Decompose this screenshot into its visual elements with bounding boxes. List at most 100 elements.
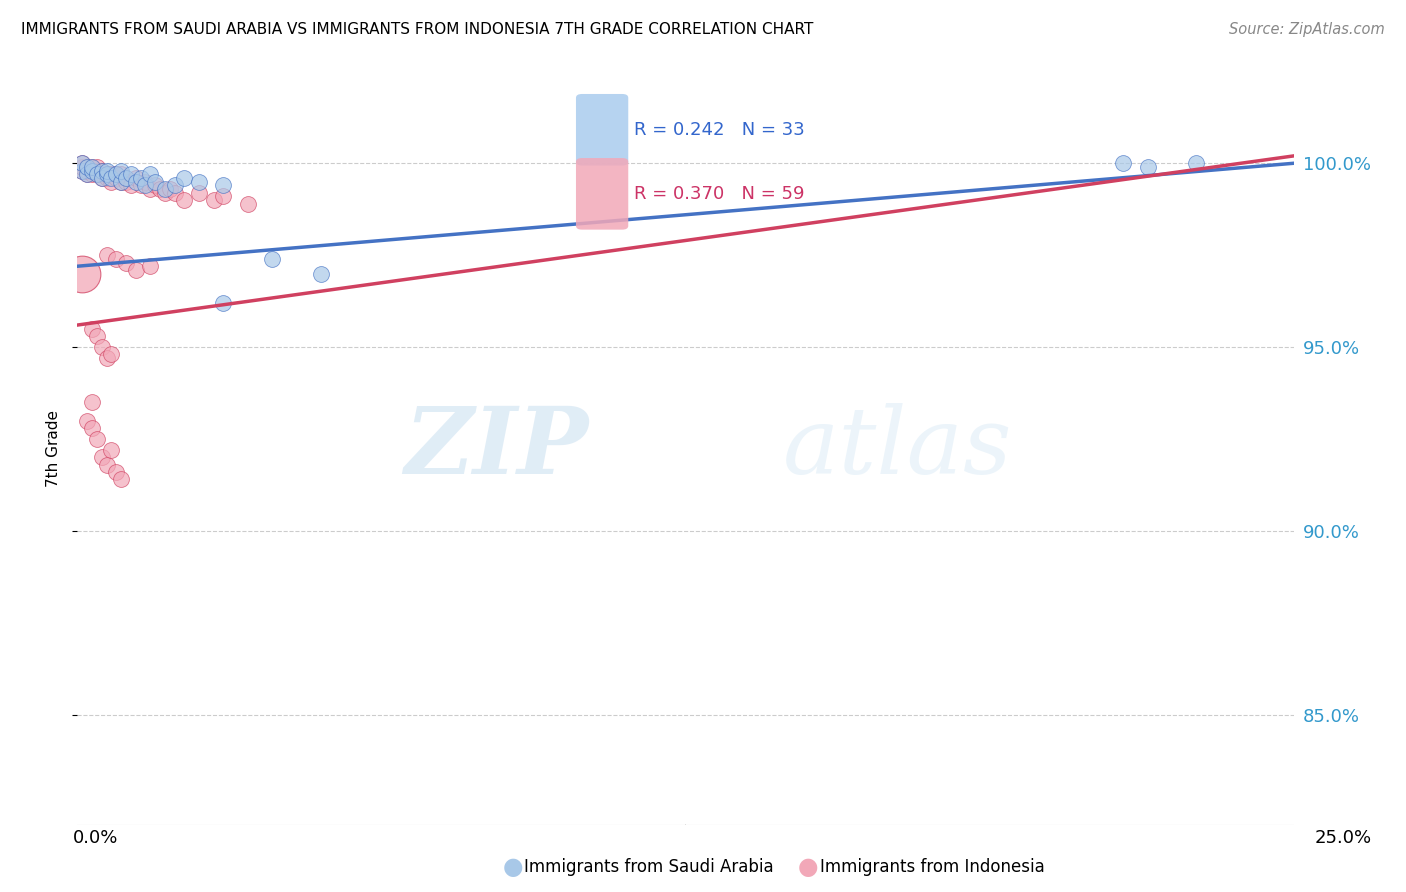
Text: 0.0%: 0.0% [73,830,118,847]
Point [76,160,98,174]
Text: ●: ● [799,855,818,879]
Point [90,450,112,465]
Point [1185,156,1208,170]
Point [86,163,108,178]
Text: Immigrants from Indonesia: Immigrants from Indonesia [820,858,1045,876]
Point [80,160,103,174]
Point [115,255,138,269]
Point [70,267,93,281]
Point [110,175,132,189]
Point [212,178,235,193]
Point [76,160,98,174]
Point [139,167,162,181]
Point [115,171,138,186]
Point [105,465,128,479]
Point [80,167,103,181]
Point [80,395,103,409]
FancyBboxPatch shape [576,158,628,229]
Point [70,156,93,170]
Point [149,182,172,196]
Text: atlas: atlas [783,403,1012,493]
Text: ●: ● [503,855,523,879]
Point [110,175,132,189]
Text: R = 0.370   N = 59: R = 0.370 N = 59 [634,185,804,202]
Text: Immigrants from Saudi Arabia: Immigrants from Saudi Arabia [524,858,775,876]
Point [115,175,138,189]
Point [100,171,122,186]
Point [70,163,93,178]
Point [159,182,181,196]
Point [110,163,132,178]
Point [76,167,98,181]
Point [96,171,118,186]
Point [139,259,162,273]
Point [163,186,186,200]
Point [70,163,93,178]
Text: 25.0%: 25.0% [1315,830,1371,847]
Point [173,193,195,207]
Point [1112,156,1135,170]
Point [100,175,122,189]
Point [100,443,122,458]
Point [110,473,132,487]
Point [163,178,186,193]
Point [260,252,283,266]
Point [143,178,166,193]
Text: ZIP: ZIP [404,403,588,493]
Point [96,458,118,472]
Point [80,163,103,178]
Point [96,167,118,181]
Point [80,421,103,435]
Point [100,347,122,361]
Point [90,167,112,181]
Point [188,175,211,189]
Point [212,189,235,203]
Point [105,167,128,181]
Point [80,163,103,178]
Point [173,171,195,186]
Point [236,196,259,211]
Point [86,167,108,181]
Point [86,432,108,446]
Point [188,186,211,200]
Point [125,263,148,277]
FancyBboxPatch shape [576,94,628,166]
Point [134,175,156,189]
Point [202,193,225,207]
Point [1136,160,1159,174]
Point [125,171,148,186]
Point [90,171,112,186]
Point [110,167,132,181]
Point [90,171,112,186]
Point [70,160,93,174]
Point [105,171,128,186]
Point [309,267,332,281]
Point [70,156,93,170]
Point [120,178,142,193]
Point [100,167,122,181]
Point [96,351,118,366]
Text: Source: ZipAtlas.com: Source: ZipAtlas.com [1229,22,1385,37]
Point [76,163,98,178]
Point [90,163,112,178]
Point [80,160,103,174]
Point [96,248,118,262]
Point [96,167,118,181]
Point [86,160,108,174]
Point [86,329,108,343]
Point [90,163,112,178]
Point [76,414,98,428]
Point [212,296,235,310]
Point [76,167,98,181]
Point [139,182,162,196]
Text: R = 0.242   N = 33: R = 0.242 N = 33 [634,120,806,139]
Point [105,167,128,181]
Point [80,322,103,336]
Point [153,182,176,196]
Text: IMMIGRANTS FROM SAUDI ARABIA VS IMMIGRANTS FROM INDONESIA 7TH GRADE CORRELATION : IMMIGRANTS FROM SAUDI ARABIA VS IMMIGRAN… [21,22,814,37]
Y-axis label: 7th Grade: 7th Grade [45,409,60,487]
Point [96,163,118,178]
Point [153,186,176,200]
Point [129,178,152,193]
Point [120,167,142,181]
